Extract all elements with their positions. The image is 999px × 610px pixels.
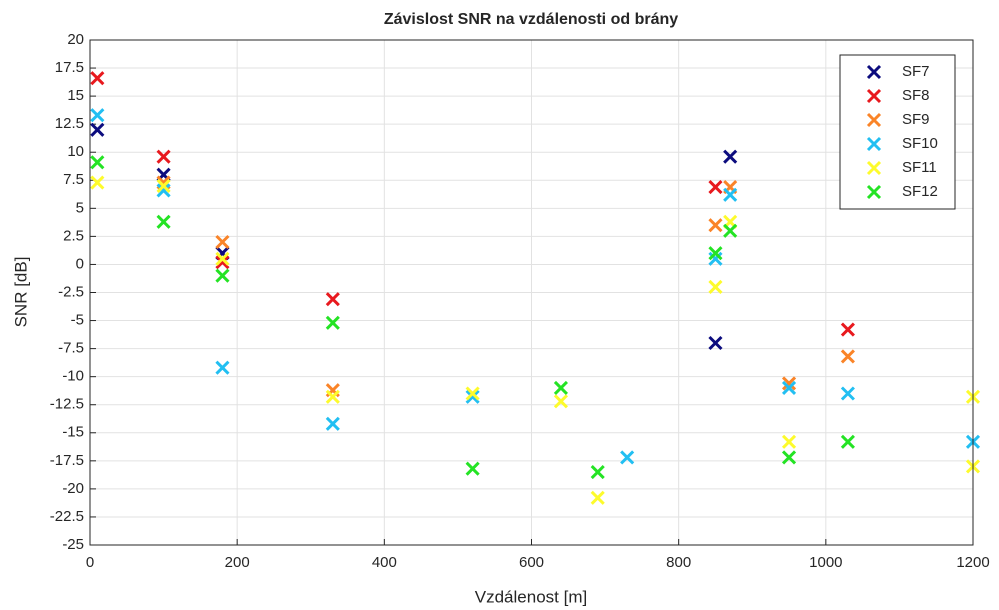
- point: [156, 149, 171, 164]
- point: [325, 389, 340, 404]
- point: [553, 380, 568, 395]
- point: [708, 218, 723, 233]
- y-tick-label: -12.5: [50, 396, 84, 413]
- point: [90, 71, 105, 86]
- grid: [89, 39, 974, 546]
- point: [325, 315, 340, 330]
- point: [465, 386, 480, 401]
- point: [723, 149, 738, 164]
- point: [781, 450, 797, 465]
- point: [215, 268, 230, 283]
- y-tick-label: 2.5: [63, 227, 84, 244]
- y-tick-label: -10: [62, 368, 84, 385]
- point: [708, 179, 723, 195]
- y-tick-label: -15: [62, 424, 84, 441]
- point: [215, 234, 230, 250]
- legend-label: SF8: [902, 87, 930, 104]
- point: [840, 434, 855, 449]
- y-tick-label: -25: [62, 536, 84, 553]
- point: [708, 246, 723, 261]
- legend-marker: [866, 136, 882, 152]
- point: [723, 187, 738, 202]
- legend-marker: [866, 160, 882, 176]
- legend-box: [839, 54, 956, 210]
- y-tick-label: -17.5: [50, 452, 84, 469]
- x-tick-label: 1200: [956, 554, 989, 571]
- y-tick-label: -2.5: [58, 283, 84, 300]
- legend-marker: [866, 184, 882, 200]
- x-tick-label: 800: [666, 554, 691, 571]
- point: [215, 251, 230, 266]
- point: [781, 434, 797, 449]
- point: [325, 416, 340, 431]
- y-tick-label: 20: [67, 31, 84, 48]
- legend-label: SF11: [902, 159, 937, 176]
- point: [723, 223, 738, 238]
- point: [156, 214, 171, 229]
- y-tick-label: 0: [76, 255, 84, 272]
- point: [590, 464, 605, 480]
- point: [708, 251, 723, 266]
- point: [465, 461, 480, 476]
- y-axis-label: SNR [dB]: [11, 257, 30, 328]
- point: [90, 155, 105, 170]
- chart-title: Závislost SNR na vzdálenosti od brány: [384, 11, 678, 28]
- point: [156, 178, 171, 193]
- point: [840, 349, 855, 364]
- y-tick-label: 12.5: [55, 115, 84, 132]
- x-tick-label: 200: [225, 554, 250, 571]
- legend-label: SF7: [902, 63, 930, 80]
- point: [156, 183, 171, 198]
- y-tick-label: 10: [67, 143, 84, 160]
- y-tick-label: 17.5: [55, 59, 84, 76]
- point: [590, 490, 605, 505]
- legend-label: SF12: [902, 183, 938, 200]
- point: [708, 335, 723, 351]
- y-tick-label: 15: [67, 87, 84, 104]
- marks: [90, 71, 981, 505]
- y-tick-label: -22.5: [50, 508, 84, 525]
- point: [90, 175, 105, 190]
- point: [840, 322, 855, 337]
- legend: SF7 SF8 SF9 SF10 SF11 SF12: [839, 54, 956, 210]
- point: [465, 389, 480, 404]
- legend-label: SF10: [902, 135, 938, 152]
- point: [708, 279, 723, 294]
- x-tick-label: 1000: [809, 554, 842, 571]
- y-tick-label: 7.5: [63, 171, 84, 188]
- y-tick-label: -5: [71, 312, 84, 329]
- legend-marker: [866, 112, 882, 128]
- point: [553, 394, 568, 409]
- point: [781, 376, 797, 391]
- point: [781, 380, 797, 395]
- point: [215, 360, 230, 375]
- point: [620, 450, 635, 465]
- x-tick-label: 0: [86, 554, 94, 571]
- y-tick-label: 5: [76, 199, 84, 216]
- x-tick-label: 400: [372, 554, 397, 571]
- x-axis-label: Vzdálenost [m]: [475, 587, 587, 606]
- point: [840, 386, 855, 401]
- y-tick-label: -7.5: [58, 340, 84, 357]
- y-tick-label: -20: [62, 480, 84, 497]
- point: [90, 108, 105, 123]
- x-tick-label: 600: [519, 554, 544, 571]
- legend-marker: [866, 88, 882, 104]
- point: [325, 292, 340, 307]
- legend-label: SF9: [902, 111, 930, 128]
- plot-frame: [89, 39, 974, 546]
- point: [90, 122, 105, 137]
- legend-marker: [866, 64, 882, 80]
- point: [215, 255, 230, 270]
